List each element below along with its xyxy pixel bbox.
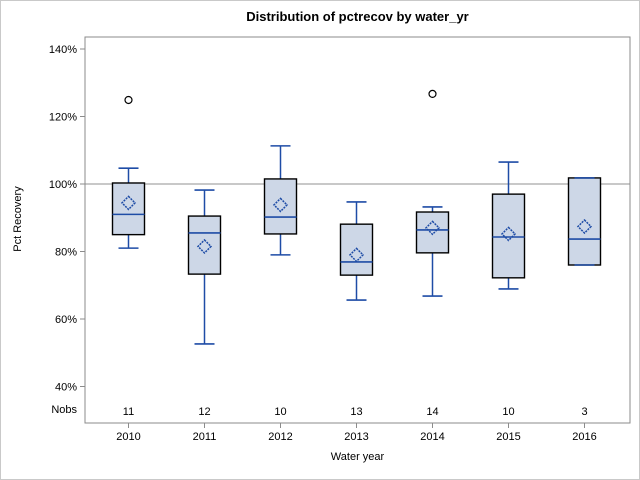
iqr-box [567, 177, 602, 266]
mean-diamond [120, 195, 137, 211]
x-tick-label: 2013 [344, 431, 368, 443]
mean-diamond [348, 247, 365, 263]
mean-diamond [500, 226, 517, 242]
box-group-2013 [339, 201, 374, 301]
iqr-box [491, 193, 526, 279]
nobs-value: 11 [123, 406, 134, 418]
chart-title: Distribution of pctrecov by water_yr [246, 9, 469, 24]
nobs-value: 12 [198, 406, 210, 418]
x-axis-title: Water year [330, 451, 385, 463]
nobs-value: 3 [581, 406, 587, 418]
iqr-box [187, 215, 222, 275]
x-tick-label: 2010 [116, 431, 140, 443]
mean-diamond [424, 220, 441, 236]
iqr-box [339, 223, 374, 276]
outlier-point [124, 95, 133, 105]
iqr-box [415, 211, 450, 254]
x-tick-label: 2015 [496, 431, 520, 443]
nobs-value: 13 [350, 406, 362, 418]
x-tick-label: 2011 [193, 431, 217, 443]
y-tick-label: 40% [55, 382, 77, 394]
y-tick-label: 100% [49, 179, 77, 191]
x-tick-label: 2014 [420, 431, 444, 443]
box-group-2015 [491, 161, 526, 290]
box-group-2011 [187, 189, 222, 345]
nobs-value: 10 [274, 406, 286, 418]
plot-frame [84, 36, 631, 424]
nobs-value: 10 [502, 406, 514, 418]
iqr-box [263, 178, 298, 235]
mean-diamond [272, 197, 289, 213]
outlier-point [428, 89, 437, 98]
y-tick-label: 140% [49, 44, 77, 56]
y-tick-label: 120% [49, 112, 77, 124]
x-tick-label: 2012 [268, 431, 292, 443]
box-group-2012 [263, 145, 298, 256]
y-axis-title: Pct Recovery [12, 186, 24, 252]
x-tick-label: 2016 [572, 431, 596, 443]
mean-diamond [576, 218, 593, 235]
y-tick-label: 80% [55, 247, 77, 259]
y-tick-label: 60% [55, 314, 77, 326]
box-group-2016 [567, 177, 602, 266]
nobs-value: 14 [426, 406, 438, 418]
mean-diamond [196, 238, 213, 254]
nobs-row-label: Nobs [51, 404, 77, 416]
box-group-2014 [415, 89, 450, 297]
box-group-2010 [111, 95, 146, 249]
